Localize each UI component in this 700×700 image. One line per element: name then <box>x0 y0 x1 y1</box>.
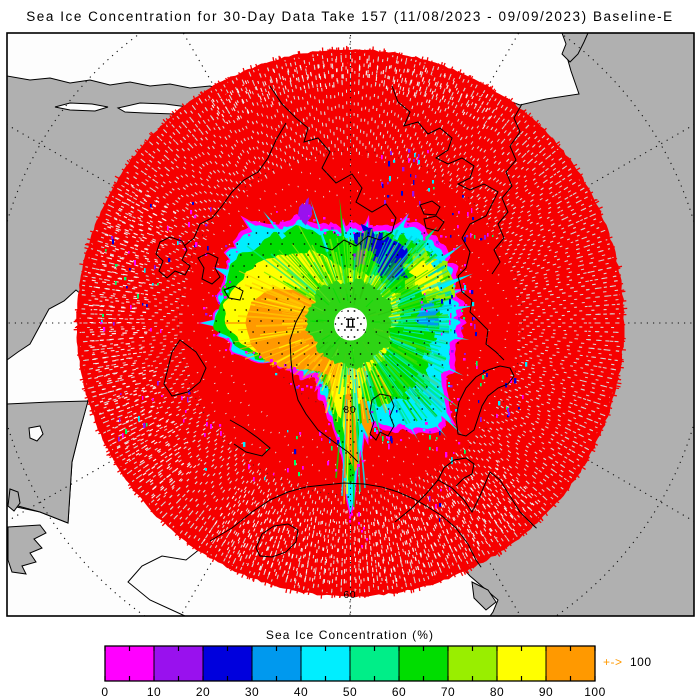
svg-text:90: 90 <box>539 685 553 699</box>
svg-text:80: 80 <box>490 685 504 699</box>
svg-text:0: 0 <box>101 685 108 699</box>
svg-text:100: 100 <box>630 655 652 669</box>
svg-text:Sea Ice Concentration for 30-D: Sea Ice Concentration for 30-Day Data Ta… <box>26 9 673 24</box>
svg-text:70: 70 <box>441 685 455 699</box>
svg-text:100: 100 <box>584 685 606 699</box>
svg-text:20: 20 <box>196 685 210 699</box>
svg-text:30: 30 <box>245 685 259 699</box>
svg-text:40: 40 <box>294 685 308 699</box>
svg-text:Sea Ice Concentration (%): Sea Ice Concentration (%) <box>266 628 434 642</box>
svg-text:60: 60 <box>392 685 406 699</box>
svg-text:80: 80 <box>343 405 356 416</box>
svg-text:50: 50 <box>343 685 357 699</box>
svg-text:+->: +-> <box>603 655 623 669</box>
svg-text:10: 10 <box>147 685 161 699</box>
svg-text:60: 60 <box>343 590 356 601</box>
